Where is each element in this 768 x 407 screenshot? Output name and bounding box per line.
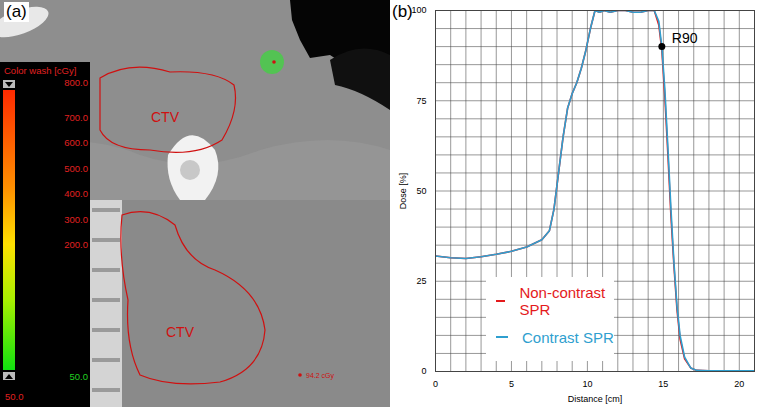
html-text:(b): (b) — [392, 2, 413, 21]
svg-text:50.0: 50.0 — [5, 391, 24, 402]
html-text:Contrast SPR: Contrast SPR — [522, 328, 614, 346]
svg-text:CTV: CTV — [151, 109, 180, 125]
svg-text:Dose [%]: Dose [%] — [398, 173, 408, 210]
svg-text:94.2 cGy: 94.2 cGy — [306, 372, 335, 380]
svg-text:200.0: 200.0 — [64, 239, 88, 250]
html-text:Non-contrast SPR: Non-contrast SPR — [519, 284, 606, 319]
svg-text:50.0: 50.0 — [70, 371, 89, 382]
svg-text:50: 50 — [416, 186, 426, 196]
svg-text:20: 20 — [734, 379, 744, 389]
svg-text:Distance [cm]: Distance [cm] — [568, 394, 623, 404]
svg-text:400.0: 400.0 — [64, 188, 88, 199]
svg-text:600.0: 600.0 — [64, 137, 88, 148]
html-text:(a): (a) — [6, 2, 27, 21]
svg-text:800.0: 800.0 — [64, 77, 88, 88]
svg-text:75: 75 — [416, 96, 426, 106]
svg-text:100: 100 — [411, 5, 426, 15]
svg-text:CTV: CTV — [166, 324, 195, 340]
svg-text:Color wash [cGy]: Color wash [cGy] — [4, 65, 76, 76]
svg-text:300.0: 300.0 — [64, 214, 88, 225]
svg-text:5: 5 — [509, 379, 514, 389]
svg-text:R90: R90 — [672, 30, 698, 46]
svg-text:10: 10 — [582, 379, 592, 389]
svg-text:700.0: 700.0 — [64, 112, 88, 123]
svg-text:0: 0 — [433, 379, 438, 389]
svg-text:25: 25 — [416, 276, 426, 286]
svg-text:0: 0 — [421, 366, 426, 376]
svg-text:500.0: 500.0 — [64, 163, 88, 174]
svg-text:15: 15 — [658, 379, 668, 389]
